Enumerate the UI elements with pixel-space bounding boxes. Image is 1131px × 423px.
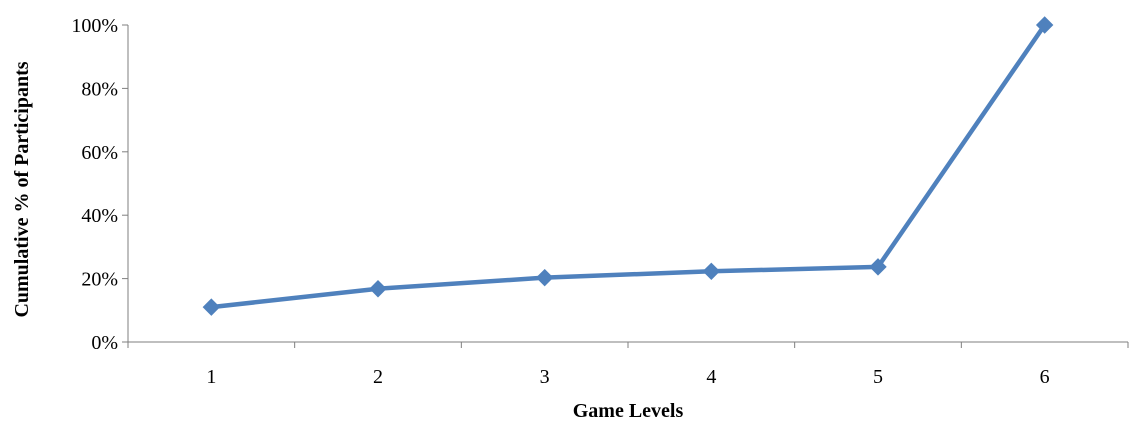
y-tick-label: 20% [81, 269, 118, 291]
series-line [211, 25, 1044, 307]
y-tick-label: 0% [91, 332, 118, 354]
data-point-marker [203, 299, 219, 315]
y-tick-group: 0% 20% 40% 60% 80% 100% [71, 15, 128, 354]
series-layer [203, 17, 1052, 315]
data-point-marker [703, 263, 719, 279]
x-tick-label: 3 [540, 366, 550, 388]
data-point-marker [370, 281, 386, 297]
data-point-marker [537, 270, 553, 286]
x-tick-label: 5 [873, 366, 883, 388]
x-tick-label: 4 [706, 366, 716, 388]
y-axis-title: Cumulative % of Participants [11, 61, 33, 317]
x-axis-title: Game Levels [573, 400, 684, 422]
x-tick-label: 1 [206, 366, 216, 388]
y-tick-label: 80% [81, 78, 118, 100]
x-tick-label: 6 [1040, 366, 1050, 388]
x-tick-group: 1 2 3 4 5 6 [128, 342, 1128, 388]
x-tick-label: 2 [373, 366, 383, 388]
y-tick-label: 60% [81, 142, 118, 164]
axes [128, 25, 1128, 342]
y-tick-label: 100% [71, 15, 118, 37]
y-tick-label: 40% [81, 205, 118, 227]
